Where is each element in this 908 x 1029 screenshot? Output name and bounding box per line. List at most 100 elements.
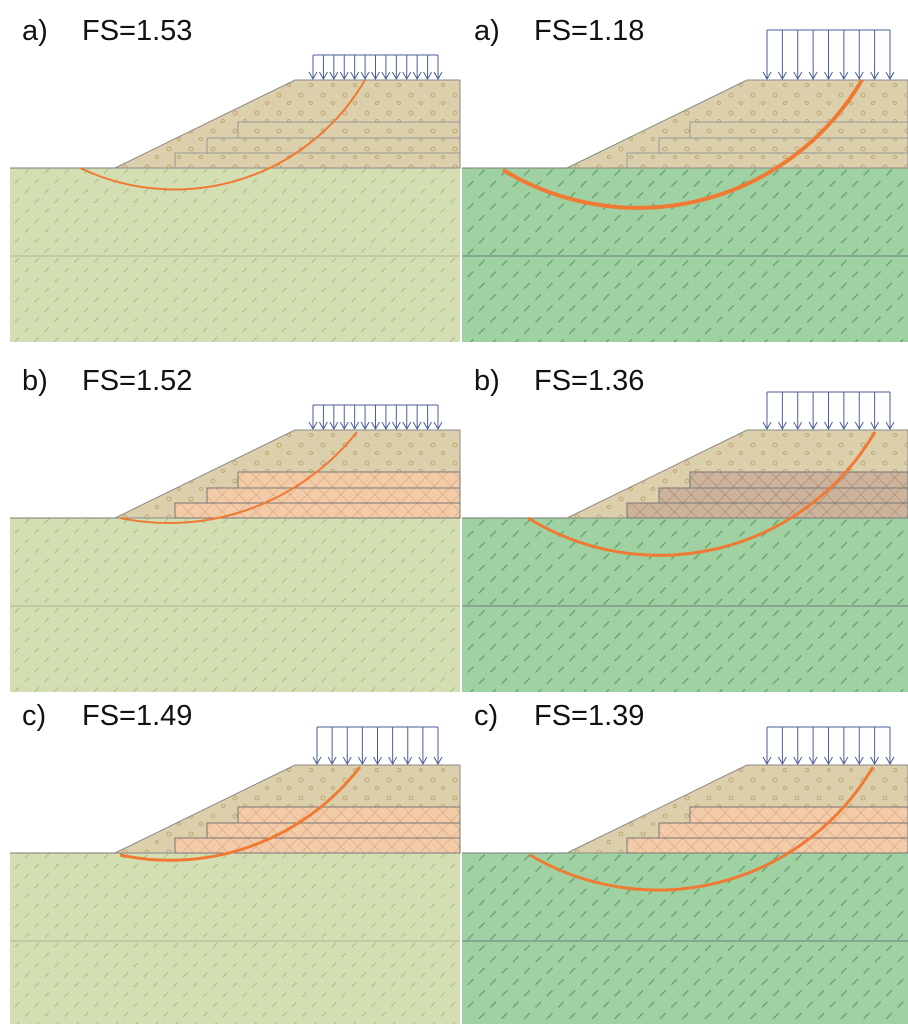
reinforced-layer [689, 471, 908, 489]
arrow-head [870, 756, 880, 766]
reinforced-layer [626, 837, 908, 854]
arrow-head [412, 71, 422, 81]
arrow-head [402, 71, 412, 81]
slip-surface [501, 78, 864, 210]
factor-of-safety: FS=1.39 [534, 700, 644, 732]
arrow-head [433, 421, 443, 431]
arrow-head [357, 756, 367, 766]
arrow-head [329, 421, 339, 431]
arrow-head [339, 71, 349, 81]
reinforced-layer [174, 502, 461, 519]
arrow-head [870, 421, 880, 431]
reinforced-layer [658, 822, 908, 839]
arrow-head [308, 71, 318, 81]
reinforced-layer [237, 471, 461, 489]
slip-surface [79, 79, 366, 191]
arrow-head [360, 71, 370, 81]
panel: c) FS=1.39 [462, 700, 908, 1027]
arrow-head [373, 756, 382, 766]
panel-label: b) [474, 365, 500, 397]
arrow-head [762, 756, 772, 766]
reinforced-layer [689, 806, 908, 824]
arrow-head [777, 71, 787, 81]
step-line [174, 152, 460, 168]
slip-surface [529, 766, 875, 892]
foundation [462, 518, 908, 692]
arrow-head [885, 71, 895, 81]
factor-of-safety: FS=1.18 [534, 15, 644, 47]
arrow-head [329, 71, 339, 81]
arrow-head [418, 756, 428, 766]
panel: a) FS=1.53 [10, 15, 461, 342]
panel-label: a) [474, 15, 500, 47]
reinforced-layer [626, 502, 908, 519]
arrow-head [808, 756, 818, 766]
arrow-head [854, 71, 864, 81]
arrow-head [824, 71, 833, 81]
arrow-head [391, 421, 401, 431]
arrow-head [808, 421, 818, 431]
reinforced-layer [237, 806, 461, 824]
arrow-head [388, 756, 398, 766]
reinforced-layer [206, 487, 461, 504]
slip-surface [119, 431, 358, 525]
arrow-head [402, 421, 412, 431]
foundation [10, 518, 460, 692]
arrow-head [824, 421, 833, 431]
panel-label: c) [474, 700, 498, 732]
arrow-head [870, 71, 880, 81]
panel-label: b) [22, 365, 48, 397]
arrow-head [318, 421, 328, 431]
arrow-head [793, 756, 803, 766]
arrow-head [308, 421, 318, 431]
arrow-head [423, 71, 433, 81]
arrow-head [839, 421, 849, 431]
arrow-head [391, 71, 401, 81]
foundation [10, 853, 460, 1027]
embankment [566, 79, 908, 169]
factor-of-safety: FS=1.52 [82, 365, 192, 397]
arrow-head [854, 756, 864, 766]
arrow-head [339, 421, 349, 431]
foundation [462, 168, 908, 342]
panel: a) FS=1.18 [462, 15, 908, 342]
arrow-head [762, 71, 772, 81]
arrow-head [808, 71, 818, 81]
arrow-head [793, 421, 803, 431]
arrow-head [360, 421, 370, 431]
embankment [114, 79, 461, 169]
foundation [462, 853, 908, 1027]
arrow-head [412, 421, 422, 431]
arrow-head [381, 71, 391, 81]
arrow-head [350, 71, 360, 81]
arrow-head [433, 71, 443, 81]
arrow-head [839, 756, 849, 766]
foundation [10, 168, 460, 342]
reinforced-layer [206, 822, 461, 839]
arrow-head [327, 756, 337, 766]
factor-of-safety: FS=1.49 [82, 700, 192, 732]
arrow-head [371, 71, 380, 81]
arrow-head [371, 421, 380, 431]
reinforced-layer [658, 487, 908, 504]
factor-of-safety: FS=1.36 [534, 365, 644, 397]
factor-of-safety: FS=1.53 [82, 15, 192, 47]
arrow-head [885, 756, 895, 766]
panel: c) FS=1.49 [10, 700, 461, 1027]
arrow-head [403, 756, 413, 766]
slip-surface [527, 431, 877, 557]
arrow-head [762, 421, 772, 431]
arrow-head [885, 421, 895, 431]
panel: b) FS=1.36 [462, 365, 908, 692]
panel-label: c) [22, 700, 46, 732]
step-line [626, 152, 908, 168]
step-line [237, 121, 460, 138]
arrow-head [854, 421, 864, 431]
arrow-head [793, 71, 803, 81]
arrow-head [824, 756, 833, 766]
arrow-head [777, 421, 787, 431]
arrow-head [777, 756, 787, 766]
reinforced-layer [174, 837, 461, 854]
arrow-head [381, 421, 391, 431]
arrow-head [342, 756, 352, 766]
